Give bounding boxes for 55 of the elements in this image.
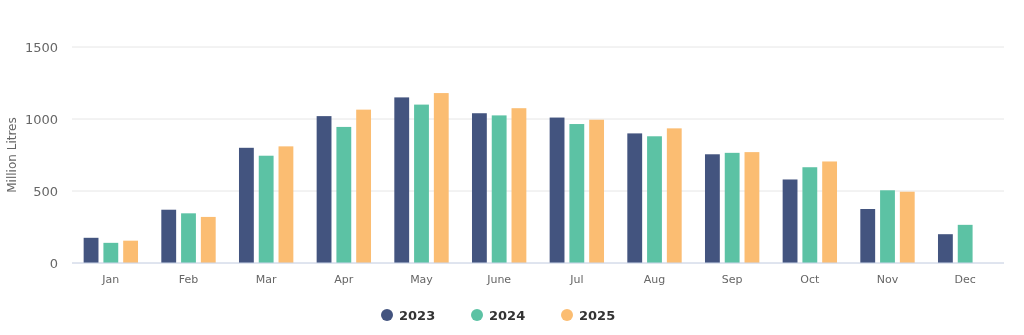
x-tick-label: Sep: [721, 273, 743, 286]
x-tick-label: Oct: [800, 273, 821, 286]
x-tick-label: Mar: [255, 273, 278, 286]
bar: [511, 108, 527, 263]
legend-label: 2024: [489, 307, 526, 323]
x-tick-label: Apr: [334, 273, 354, 286]
bar: [549, 117, 565, 263]
bar: [589, 119, 605, 263]
bar: [899, 191, 915, 263]
bar: [356, 109, 372, 263]
bar: [433, 93, 449, 263]
x-tick-label: Aug: [643, 273, 666, 286]
x-tick-label: June: [486, 273, 512, 286]
x-tick-label: Dec: [954, 273, 976, 286]
bar: [471, 113, 487, 263]
bar: [103, 242, 119, 263]
bar: [238, 147, 254, 263]
bar: [258, 155, 274, 263]
bar: [724, 152, 740, 263]
y-tick-label: 1500: [24, 39, 58, 55]
bar: [414, 104, 429, 263]
bar: [569, 124, 585, 263]
bar: [181, 213, 196, 263]
bar: [860, 209, 876, 263]
bar: [278, 146, 294, 263]
bar: [394, 97, 410, 263]
bar: [744, 152, 760, 263]
bar: [627, 133, 643, 263]
bar: [161, 209, 177, 263]
x-tick-label: Feb: [178, 273, 199, 286]
y-tick-label: 500: [33, 183, 58, 199]
legend-label: 2025: [579, 307, 616, 323]
bar: [822, 161, 838, 263]
bar: [83, 237, 99, 263]
y-tick-label: 1000: [24, 111, 58, 127]
bar: [957, 224, 973, 263]
bar: [802, 167, 818, 263]
bar: [704, 154, 720, 263]
bar: [123, 240, 139, 263]
bar: [666, 128, 682, 263]
y-tick-label: 0: [49, 255, 58, 271]
x-tick-label: May: [410, 273, 434, 286]
x-tick-label: Jul: [569, 273, 584, 286]
bar: [782, 179, 798, 263]
x-tick-label: Nov: [876, 273, 899, 286]
legend-label: 2023: [399, 307, 436, 323]
bar: [316, 116, 332, 263]
bar: [647, 136, 662, 263]
bar: [937, 234, 953, 263]
bar: [336, 126, 352, 263]
bar: [880, 190, 895, 263]
bar: [200, 216, 216, 263]
y-axis-title: Million Litres: [5, 117, 19, 193]
x-tick-label: Jan: [101, 273, 120, 286]
bar: [491, 115, 507, 263]
